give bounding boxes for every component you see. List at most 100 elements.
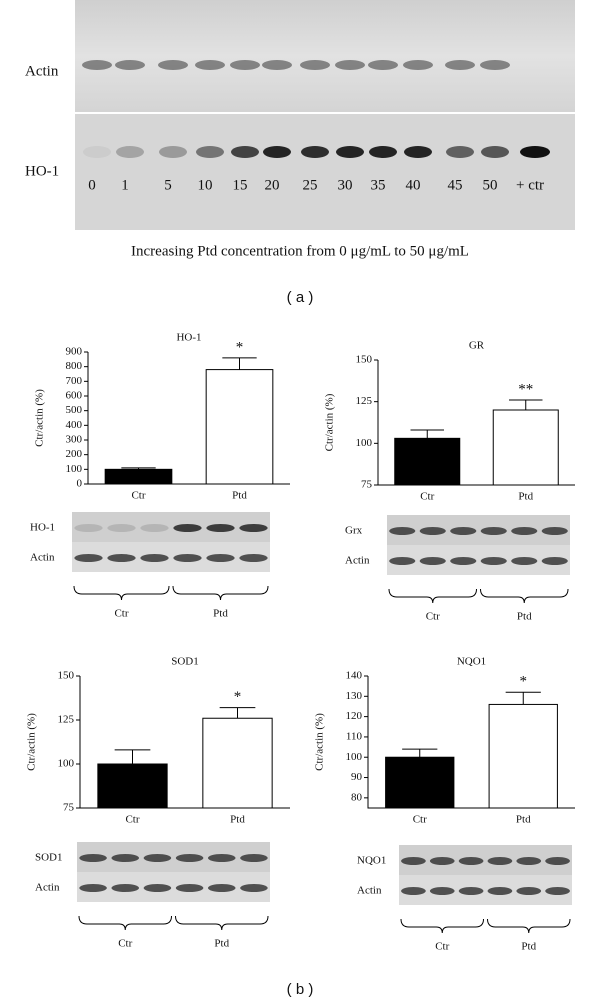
band [389, 527, 416, 535]
blot-strip [72, 512, 270, 542]
lane-label: 40 [406, 177, 421, 193]
band [450, 527, 477, 535]
bar [202, 717, 273, 809]
band [487, 857, 513, 865]
y-tick-label: 700 [66, 375, 83, 387]
bar [104, 468, 173, 485]
blot-strip [399, 875, 572, 905]
y-tick-label: 600 [66, 390, 83, 402]
band [511, 557, 538, 565]
band [541, 527, 568, 535]
lane-label: 20 [265, 177, 280, 193]
band [300, 60, 330, 70]
band [480, 527, 507, 535]
band [111, 854, 140, 862]
x-tick-label: Ctr [413, 814, 427, 826]
band [368, 60, 398, 70]
blot-strip [387, 515, 570, 545]
band [82, 60, 112, 70]
y-tick-label: 100 [356, 437, 373, 449]
band [446, 146, 474, 158]
band [480, 60, 510, 70]
y-axis-label: Ctr/actin (%) [314, 713, 326, 771]
caption: Increasing Ptd concentration from 0 μg/m… [131, 243, 469, 259]
band [175, 884, 204, 892]
y-tick-label: 125 [356, 395, 373, 407]
bracket [73, 585, 170, 601]
y-tick-label: 75 [63, 802, 75, 814]
band [401, 857, 426, 865]
band [79, 884, 107, 892]
y-tick-label: 300 [66, 434, 83, 446]
group-label: Ptd [213, 608, 228, 620]
band [115, 60, 145, 70]
y-tick-label: 900 [66, 346, 83, 358]
bar [205, 369, 274, 485]
significance: * [236, 339, 244, 355]
x-tick-label: Ctr [131, 490, 145, 502]
y-tick-label: 800 [66, 360, 83, 372]
band [207, 854, 236, 862]
group-label: Ctr [435, 941, 449, 953]
x-tick-label: Ptd [516, 814, 531, 826]
group-label: Ctr [114, 608, 128, 620]
band [445, 60, 475, 70]
blot-strip [77, 872, 270, 902]
y-tick-label: 100 [66, 463, 83, 475]
bar [97, 763, 168, 809]
bracket [480, 588, 569, 604]
y-tick-label: 140 [346, 670, 363, 682]
blot-strip [72, 542, 270, 572]
band [74, 524, 103, 532]
blot-row-label: Actin [30, 552, 55, 564]
group-label: Ptd [521, 941, 536, 953]
y-tick-label: 120 [346, 710, 363, 722]
y-tick-label: 125 [58, 714, 75, 726]
panel-label: ( b ) [287, 981, 314, 998]
chart-title: SOD1 [171, 656, 199, 668]
bar [492, 409, 559, 486]
band [116, 146, 144, 158]
lane-label: 0 [88, 177, 96, 193]
y-tick-label: 100 [346, 751, 363, 763]
band [481, 146, 509, 158]
blot-row-label: HO-1 [30, 522, 55, 534]
lane-label: 15 [233, 177, 248, 193]
blot-row-label: Actin [357, 885, 382, 897]
band [107, 554, 136, 562]
blot-strip [399, 845, 572, 875]
x-tick-label: Ctr [125, 814, 139, 826]
band [74, 554, 103, 562]
y-tick-label: 500 [66, 404, 83, 416]
bracket [400, 918, 484, 934]
band [107, 524, 136, 532]
band [458, 887, 484, 895]
band [230, 60, 260, 70]
y-tick-label: 400 [66, 419, 83, 431]
band [404, 146, 432, 158]
band [173, 554, 202, 562]
lane-label: 10 [198, 177, 213, 193]
band [336, 146, 364, 158]
group-label: Ptd [517, 611, 532, 623]
blot-row-label: Grx [345, 525, 363, 537]
band [207, 884, 236, 892]
row-label: HO-1 [25, 163, 59, 179]
chart-title: GR [469, 340, 485, 352]
lane-label: 30 [338, 177, 353, 193]
band [195, 60, 225, 70]
x-tick-label: Ptd [232, 490, 247, 502]
gel-ho1 [75, 114, 575, 230]
bar [385, 756, 455, 809]
bracket [78, 915, 172, 931]
y-axis-label: Ctr/actin (%) [324, 393, 336, 451]
y-axis-label: Ctr/actin (%) [26, 713, 38, 771]
band [158, 60, 188, 70]
band [389, 557, 416, 565]
y-tick-label: 150 [58, 670, 75, 682]
significance: * [520, 674, 528, 690]
y-tick-label: 75 [361, 479, 373, 491]
bar [488, 703, 558, 809]
